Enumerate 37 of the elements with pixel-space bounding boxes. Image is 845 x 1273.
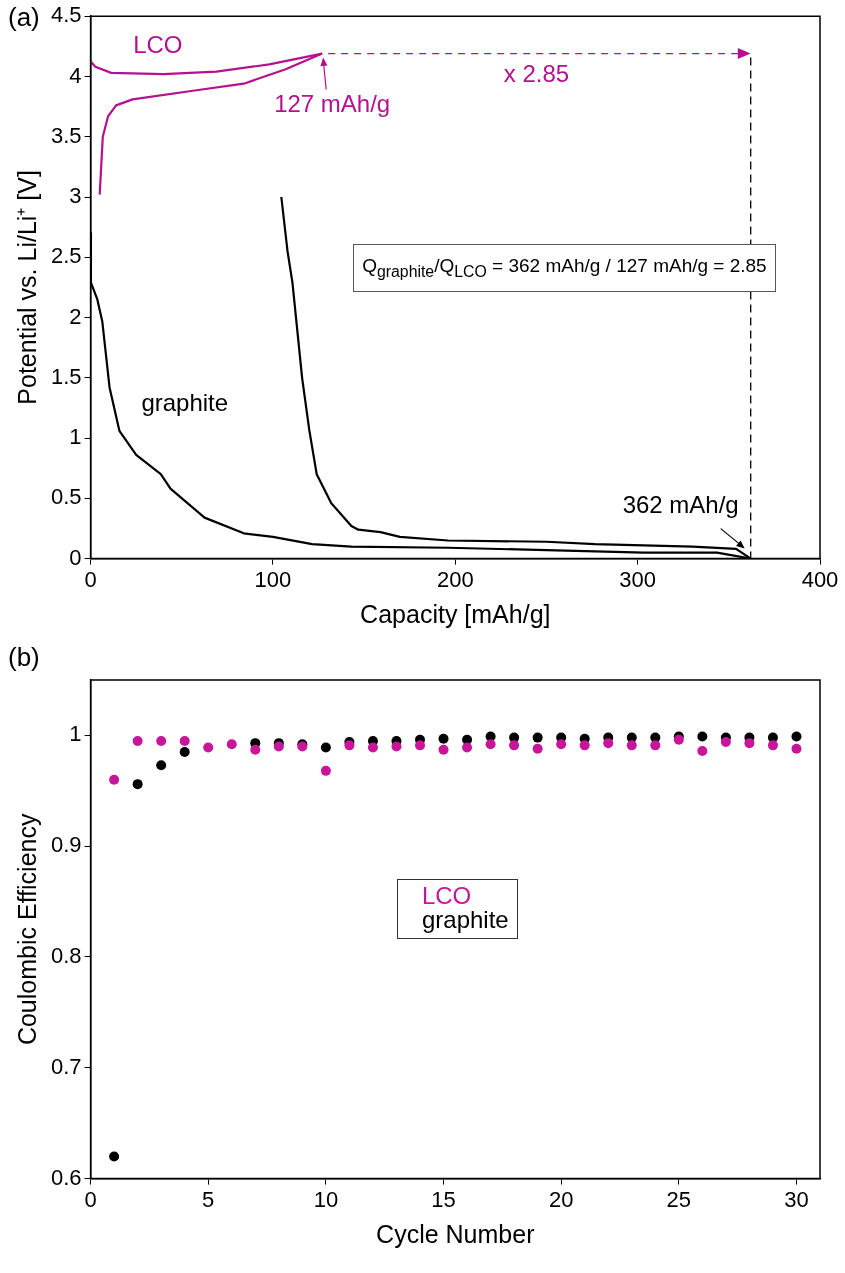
y-tick-label: 2.5: [50, 243, 82, 269]
chart-title: (a): [8, 2, 40, 33]
annotation: Q$_{graphite}$/Q$_{LCO}$ = 362 mAh/g / 127 mAh/g = 2.85: [353, 244, 776, 292]
y-tick-label: 3: [69, 183, 82, 209]
y-tick-label: 1: [69, 721, 82, 747]
x-tick-label: 10: [313, 1186, 339, 1212]
chart-title: (b): [8, 642, 40, 673]
y-tick-label: 1.5: [50, 363, 82, 389]
y-tick-label: 3.5: [50, 122, 82, 148]
y-tick-label: 1: [69, 424, 82, 450]
y-axis-title: Potential vs. Li/Li⁺ [V]: [12, 170, 41, 405]
y-tick-label: 0.8: [50, 943, 82, 969]
annotation: 362 mAh/g: [622, 491, 739, 519]
y-tick-label: 4.5: [50, 2, 82, 28]
x-tick-label: 20: [548, 1186, 574, 1212]
x-tick-label: 15: [431, 1186, 456, 1212]
y-tick-label: 4: [69, 62, 82, 88]
x-axis-title: Cycle Number: [376, 1219, 535, 1248]
series-label: LCO: [133, 31, 183, 59]
x-tick-label: 400: [801, 566, 839, 592]
x-tick-label: 100: [254, 566, 292, 592]
x-tick-label: 5: [202, 1186, 215, 1212]
x-tick-label: 200: [436, 566, 474, 592]
annotation: 127 mAh/g: [274, 90, 391, 118]
x-tick-label: 30: [784, 1186, 809, 1212]
y-tick-label: 2: [69, 303, 82, 329]
y-tick-label: 0.7: [50, 1053, 82, 1079]
annotation: x 2.85: [503, 59, 570, 88]
x-tick-label: 25: [666, 1186, 692, 1212]
y-tick-label: 0.6: [50, 1164, 82, 1190]
x-tick-label: 300: [619, 566, 657, 592]
y-tick-label: 0.5: [50, 484, 82, 510]
y-tick-label: 0: [69, 544, 82, 570]
series-label: graphite: [141, 389, 229, 417]
x-axis-title: Capacity [mAh/g]: [360, 599, 551, 628]
y-tick-label: 0.9: [50, 832, 82, 858]
y-axis-title: Coulombic Efficiency: [12, 813, 41, 1046]
